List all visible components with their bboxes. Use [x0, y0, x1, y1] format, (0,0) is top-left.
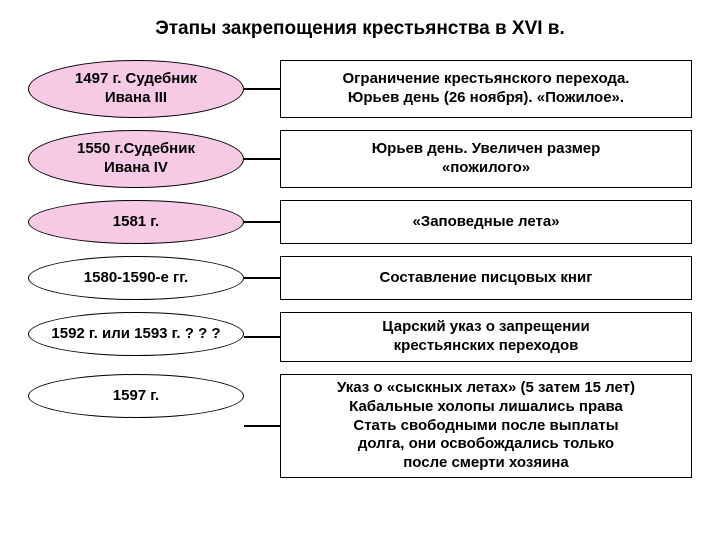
stage-label: 1581 г. — [28, 200, 244, 244]
stage-description: Царский указ о запрещениикрестьянских пе… — [280, 312, 692, 362]
stage-description: Ограничение крестьянского перехода.Юрьев… — [280, 60, 692, 118]
stage-description: «Заповедные лета» — [280, 200, 692, 244]
stage-label: 1592 г. или 1593 г. ? ? ? — [28, 312, 244, 356]
stage-description: Составление писцовых книг — [280, 256, 692, 300]
connector-line — [244, 425, 280, 427]
rows-container: 1497 г. СудебникИвана III Ограничение кре… — [28, 60, 692, 478]
stage-label: 1580-1590-е гг. — [28, 256, 244, 300]
page-title: Этапы закрепощения крестьянства в XVI в. — [28, 18, 692, 40]
connector-line — [244, 88, 280, 90]
connector-line — [244, 336, 280, 338]
stage-label: 1550 г.СудебникИвана IV — [28, 130, 244, 188]
stage-label: 1497 г. СудебникИвана III — [28, 60, 244, 118]
stage-row: 1497 г. СудебникИвана III Ограничение кре… — [28, 60, 692, 118]
stage-row: 1580-1590-е гг. Составление писцовых книг — [28, 256, 692, 300]
stage-row: 1597 г. Указ о «сыскных летах» (5 затем 1… — [28, 374, 692, 478]
stage-row: 1550 г.СудебникИвана IV Юрьев день. Увели… — [28, 130, 692, 188]
stage-row: 1592 г. или 1593 г. ? ? ? Царский указ о … — [28, 312, 692, 362]
connector-line — [244, 277, 280, 279]
stage-description: Указ о «сыскных летах» (5 затем 15 лет)К… — [280, 374, 692, 478]
stage-description: Юрьев день. Увеличен размер«пожилого» — [280, 130, 692, 188]
stage-label: 1597 г. — [28, 374, 244, 418]
stage-row: 1581 г. «Заповедные лета» — [28, 200, 692, 244]
connector-line — [244, 221, 280, 223]
connector-line — [244, 158, 280, 160]
